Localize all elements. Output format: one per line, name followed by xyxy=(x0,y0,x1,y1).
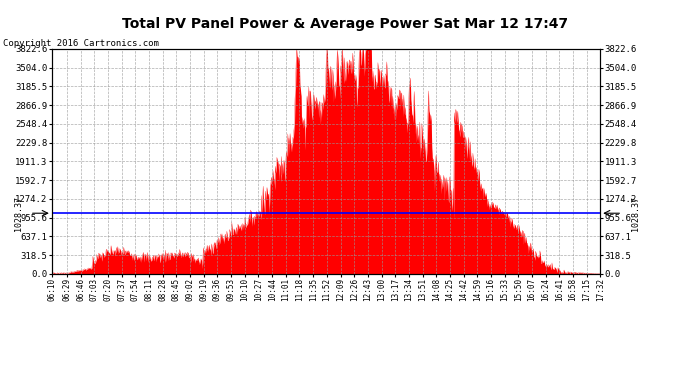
Text: 1028.37: 1028.37 xyxy=(14,196,23,231)
Text: Total PV Panel Power & Average Power Sat Mar 12 17:47: Total PV Panel Power & Average Power Sat… xyxy=(122,17,568,31)
Text: 1028.37: 1028.37 xyxy=(631,196,640,231)
Text: Copyright 2016 Cartronics.com: Copyright 2016 Cartronics.com xyxy=(3,39,159,48)
